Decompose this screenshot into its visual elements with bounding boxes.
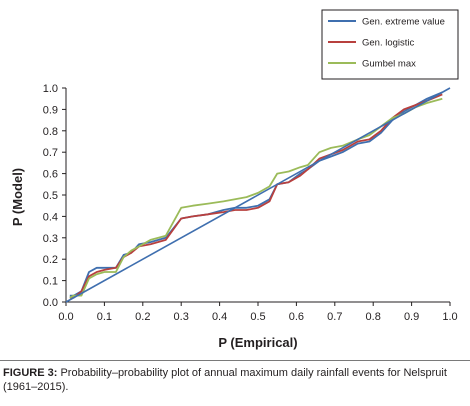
reference-diagonal-line: [65, 87, 451, 303]
pp-plot-chart: 0.0 0.1 0.2 0.3 0.4 0.5 0.6 0.7 0.8 0.9 1.0 0.0 0.1 0…: [10, 9, 459, 350]
legend-label: Gumbel max: [362, 59, 416, 70]
caption-label: FIGURE 3:: [3, 367, 58, 379]
legend: Gen. extreme value Gen. logistic Gumbel ma…: [321, 9, 459, 80]
y-tick-label: 0.7: [43, 147, 58, 159]
y-tick-label: 0.9: [43, 104, 58, 116]
x-tick-label: 0.1: [97, 311, 112, 323]
y-tick-label: 0.8: [43, 126, 58, 138]
x-tick-label: 0.8: [366, 311, 381, 323]
y-axis-title: P (Model): [10, 168, 25, 226]
x-tick-label: 1.0: [442, 311, 457, 323]
caption-divider: [0, 360, 470, 361]
x-tick-label: 0.4: [212, 311, 227, 323]
y-tick-label: 0.5: [43, 190, 58, 202]
y-tick-label: 0.0: [43, 297, 58, 309]
caption-text: Probability–probability plot of annual m…: [3, 367, 447, 393]
series-line-gumbel-max: [69, 97, 443, 299]
legend-label: Gen. logistic: [362, 38, 415, 49]
series-lines: [65, 87, 451, 303]
series-line-gen-logistic: [69, 93, 443, 299]
figure-caption: FIGURE 3: Probability–probability plot o…: [3, 366, 465, 394]
legend-label: Gen. extreme value: [362, 17, 445, 28]
y-tick-label: 0.6: [43, 169, 58, 181]
x-tick-label: 0.5: [250, 311, 265, 323]
x-tick-label: 0.0: [58, 311, 73, 323]
y-tick-label: 0.3: [43, 233, 58, 245]
x-tick-label: 0.9: [404, 311, 419, 323]
x-axis-title: P (Empirical): [218, 335, 297, 350]
axes: 0.0 0.1 0.2 0.3 0.4 0.5 0.6 0.7 0.8 0.9 1.0 0.0 0.1 0…: [43, 83, 458, 323]
x-tick-label: 0.6: [289, 311, 304, 323]
x-tick-label: 0.7: [327, 311, 342, 323]
y-tick-label: 0.4: [43, 211, 58, 223]
y-tick-label: 0.1: [43, 276, 58, 288]
x-tick-label: 0.3: [174, 311, 189, 323]
x-tick-label: 0.2: [135, 311, 150, 323]
y-tick-label: 1.0: [43, 83, 58, 95]
y-tick-label: 0.2: [43, 254, 58, 266]
